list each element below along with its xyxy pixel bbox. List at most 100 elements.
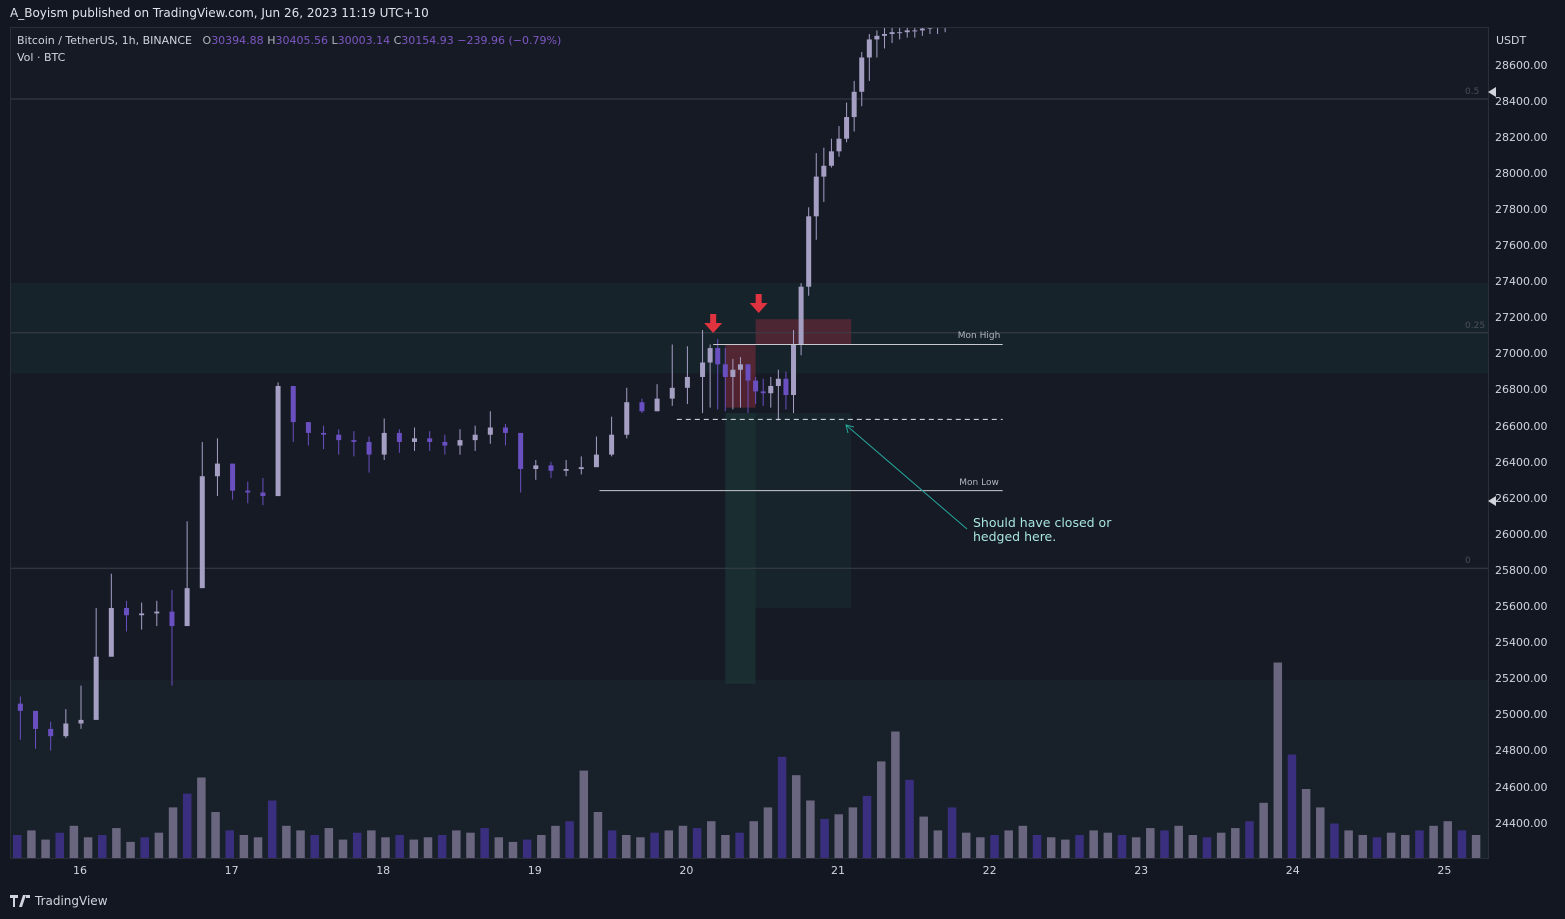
price-tick: 26000.00 [1495,527,1548,541]
candle-body [639,402,645,412]
annotation-text: Should have closed or hedged here. [973,516,1153,544]
volume-legend[interactable]: Vol · BTC [17,51,66,64]
candle-body [381,432,387,455]
volume-bar [225,830,234,858]
volume-bar [749,821,758,858]
fib-label-0: 0 [1465,556,1471,567]
price-tick: 26200.00 [1495,491,1548,505]
candle-body [578,467,584,470]
volume-bar [324,828,334,858]
candle-body [791,344,797,396]
fib-label-0.5: 0.5 [1465,86,1480,97]
candle-body [48,728,54,737]
volume-bar [338,839,348,858]
price-tick: 26600.00 [1495,419,1548,433]
symbol-name[interactable]: Bitcoin / TetherUS, 1h, BINANCE [17,34,193,47]
volume-bar [239,835,249,858]
candle-body [396,432,402,442]
candle-body [412,438,418,442]
volume-bar [97,835,107,858]
volume-bar [919,816,928,858]
volume-bar [1372,837,1382,858]
volume-bar [820,818,829,858]
candle-body [442,441,448,446]
candle-body [548,465,554,471]
price-tick: 24800.00 [1495,744,1548,758]
volume-bar [905,779,914,858]
volume-bar [791,775,801,858]
candle-body [844,117,850,139]
volume-bar [1046,837,1056,858]
volume-bar [565,821,574,858]
volume-bar [1443,821,1453,858]
candle-body [472,434,478,441]
volume-bar [55,832,64,858]
candle-body [722,364,728,377]
candle-body [533,465,539,470]
volume-bar [707,821,716,858]
candle-body [245,490,251,493]
candle-body [321,432,327,435]
candle-body [737,364,743,370]
candle-body [669,387,675,399]
candle-body [139,613,145,616]
volume-bar [1316,807,1325,858]
down-arrow-icon [749,303,768,313]
volume-bar [83,837,93,858]
candle-body [427,438,433,442]
candle-body [919,28,925,31]
volume-bar [1089,830,1098,858]
candle-body [169,611,175,627]
candle-body [260,492,266,497]
volume-bar [409,839,419,858]
annotation-arrowhead [845,424,855,434]
tradingview-logo-icon[interactable] [10,895,30,907]
time-tick: 16 [73,864,87,877]
candle-body [624,402,630,435]
volume-bar [579,770,589,858]
footer-brand[interactable]: TradingView [35,894,108,908]
time-tick: 18 [376,864,391,877]
candle-body [745,364,751,381]
candle-body [199,476,205,589]
footer[interactable]: TradingView [10,894,108,908]
price-tick: 25600.00 [1495,600,1548,613]
candle-body [806,216,812,287]
price-tick: 24600.00 [1495,780,1548,794]
volume-bar [1146,828,1155,858]
volume-bar [1287,754,1297,858]
price-scale[interactable]: 28600.00 28400.00 28200.00 28000.00 27800.00… [1488,27,1565,857]
volume-bar [1330,823,1339,858]
volume-bar [1471,835,1481,858]
volume-bar [1131,837,1141,858]
fib-label-0.25: 0.25 [1465,320,1486,331]
candle-body [821,165,827,177]
volume-bar [1061,839,1070,858]
volume-bar [636,837,645,858]
volume-bar [1032,835,1042,858]
volume-bar [947,807,957,858]
volume-bar [1358,835,1368,858]
candle-body [700,362,706,377]
open-label: O [202,34,212,47]
symbol-legend[interactable]: Bitcoin / TetherUS, 1h, BINANCE O30394.8… [17,34,561,47]
volume-bar [140,837,149,858]
candle-body [609,434,615,455]
candle-body [33,710,39,729]
candle-body [457,440,463,446]
candle-body [866,39,872,58]
candle-body [487,427,493,435]
candle-body [654,398,660,412]
chart-area[interactable] [10,27,1489,859]
candle-body [275,385,281,497]
open-value: 30394.88 [211,34,264,47]
volume-bar [678,825,688,858]
candle-body [93,656,99,720]
time-scale[interactable]: 16 17 18 19 20 21 22 23 24 25 [10,858,1487,883]
volume-bar [777,756,787,858]
time-tick: 19 [527,864,542,877]
candle-body [502,427,508,433]
currency-label[interactable]: USDT [1496,34,1527,47]
price-chart-svg[interactable] [11,28,1488,858]
price-tick: 28600.00 [1495,58,1548,72]
